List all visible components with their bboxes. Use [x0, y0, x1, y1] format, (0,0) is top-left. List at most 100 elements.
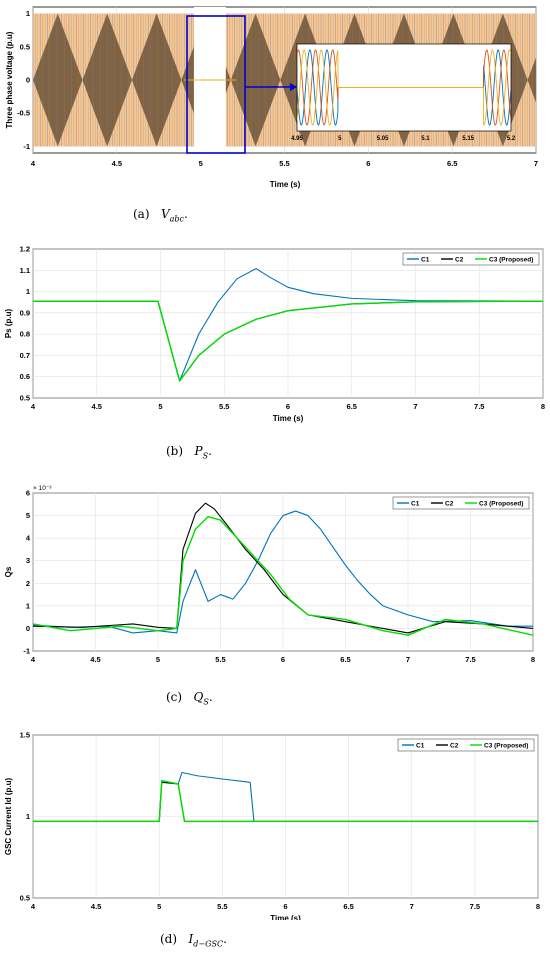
series-line-c3 [33, 300, 543, 382]
x-axis-label-d: Time (s) [270, 914, 301, 920]
x-tick-label: 7 [406, 655, 410, 664]
y-tick-label: 0 [26, 624, 30, 633]
x-tick-label: 5 [156, 655, 160, 664]
inset-x-tick-label: 5.2 [507, 136, 516, 142]
y-tick-label: 1 [26, 601, 30, 610]
legend-box [397, 738, 535, 752]
y-tick-label: 0.6 [20, 372, 30, 381]
x-tick-label: 7 [413, 402, 417, 411]
y-tick-label: 1.2 [20, 245, 30, 254]
x-tick-label: 4 [31, 159, 36, 168]
chart-a-voltage: 4 4.5 5 5.5 6 6.5 7 -1 -0.5 0 0.5 1 Three phase vol… [5, 6, 538, 189]
x-tick-label: 4.5 [91, 902, 101, 911]
x-tick-label: 6.5 [347, 402, 357, 411]
fault-highlight-box [186, 15, 246, 154]
chart-c-reactive-power: 4 4.5 5 5.5 6 6.5 7 7.5 8 -1 0 1 2 3 4 5 6 Qs Time (s) × 10… [4, 485, 535, 668]
x-tick-label: 6.5 [447, 159, 457, 168]
x-tick-label: 5.5 [215, 655, 225, 664]
x-axis-label-c: Time (s) [268, 667, 299, 668]
legend-c: C1 C2 C3 (Proposed) [392, 496, 530, 510]
y-tick-label: 0 [26, 76, 30, 85]
y-tick-label: 3 [26, 556, 30, 565]
chart-d-gsc-current: 4 4.5 5 5.5 6 6.5 7 7.5 8 0.5 1 1.5 GSC Current Id (… [4, 731, 540, 921]
y-scale-label-c: × 10⁻³ [33, 485, 52, 492]
zoom-inset: 4.95 5 5.05 5.1 5.15 5.2 [291, 43, 516, 142]
y-tick-label: 1.5 [20, 731, 30, 740]
inset-x-tick-label: 4.95 [291, 136, 303, 142]
x-tick-label: 6 [286, 402, 290, 411]
x-tick-label: 8 [541, 402, 545, 411]
x-tick-label: 4.5 [90, 655, 100, 664]
x-tick-label: 7 [410, 902, 414, 911]
y-tick-label: 1 [26, 287, 30, 296]
x-tick-label: 4.5 [112, 159, 122, 168]
y-axis-label-a: Three phase voltage (p.u) [5, 31, 14, 128]
legend-label: C3 (Proposed) [479, 500, 523, 507]
x-tick-label: 5 [199, 159, 203, 168]
x-axis-label-a: Time (s) [270, 180, 301, 189]
x-tick-label: 4 [31, 402, 36, 411]
x-tick-label: 5.5 [279, 159, 289, 168]
series-line-c1 [33, 510, 533, 634]
x-tick-label: 5.5 [217, 902, 227, 911]
inset-phase-3 [297, 49, 511, 126]
x-tick-label: 4 [31, 655, 36, 664]
y-tick-label: 0.5 [20, 42, 30, 51]
legend-label: C2 [455, 256, 464, 263]
x-tick-label: 4 [31, 902, 36, 911]
x-tick-label: 6 [281, 655, 285, 664]
x-tick-label: 4.5 [92, 402, 102, 411]
y-tick-label: -1 [23, 142, 30, 151]
legend-label: C3 (Proposed) [489, 256, 533, 263]
y-tick-label: 2 [26, 579, 30, 588]
series-line-c3 [33, 779, 538, 823]
inset-x-tick-label: 5.05 [377, 136, 389, 142]
y-tick-label: 5 [26, 511, 30, 520]
legend-label: C3 (Proposed) [484, 742, 528, 749]
x-tick-label: 5 [158, 402, 162, 411]
legend-label: C1 [416, 742, 425, 749]
inset-x-tick-label: 5.15 [462, 136, 474, 142]
x-tick-label: 6 [366, 159, 370, 168]
x-tick-label: 7.5 [465, 655, 475, 664]
x-tick-label: 6 [283, 902, 287, 911]
caption-c: (c) QS. [166, 690, 213, 707]
legend-label: C1 [411, 500, 420, 507]
y-tick-label: 4 [26, 534, 31, 543]
caption-b: (b) PS. [166, 444, 212, 461]
y-tick-label: 1 [26, 9, 30, 18]
y-tick-label: 1 [26, 812, 30, 821]
zoom-arrow-head [290, 83, 297, 91]
y-tick-label: 0.7 [20, 351, 30, 360]
y-tick-label: -0.5 [17, 109, 30, 118]
y-tick-label: -1 [23, 647, 30, 656]
y-tick-label: 0.8 [20, 330, 30, 339]
y-axis-label-d: GSC Current Id (p.u) [4, 778, 13, 856]
x-tick-label: 7.5 [474, 402, 484, 411]
inset-x-tick-label: 5.1 [421, 136, 430, 142]
y-axis-label-c: Qs [4, 566, 13, 577]
x-tick-label: 7 [534, 159, 538, 168]
chart-b-active-power: 4 4.5 5 5.5 6 6.5 7 7.5 8 0.5 0.6 0.7 0.8 0.9 1 1.1 1.2 P… [4, 245, 545, 424]
x-tick-label: 8 [531, 655, 535, 664]
legend-label: C2 [445, 500, 454, 507]
legend-label: C2 [450, 742, 459, 749]
legend-label: C1 [421, 256, 430, 263]
axis-ticks-a: 4 4.5 5 5.5 6 6.5 7 -1 -0.5 0 0.5 1 [17, 9, 538, 168]
legend-b: C1 C2 C3 (Proposed) [402, 252, 540, 266]
legend-box [392, 496, 530, 510]
x-tick-label: 5.5 [219, 402, 229, 411]
y-tick-label: 6 [26, 489, 30, 498]
x-tick-label: 7.5 [470, 902, 480, 911]
caption-a: (a) Vabc. [133, 207, 188, 224]
series-line-c3 [33, 516, 533, 636]
y-tick-label: 0.5 [20, 394, 30, 403]
caption-d: (d) Id−GSC. [160, 932, 227, 949]
x-tick-label: 6.5 [340, 655, 350, 664]
y-axis-label-b: Ps (p.u) [4, 309, 13, 339]
inset-x-tick-label: 5 [338, 136, 342, 142]
x-axis-label-b: Time (s) [273, 414, 304, 423]
legend-d: C1 C2 C3 (Proposed) [397, 738, 535, 752]
x-tick-label: 5 [157, 902, 161, 911]
y-tick-label: 1.1 [20, 266, 30, 275]
